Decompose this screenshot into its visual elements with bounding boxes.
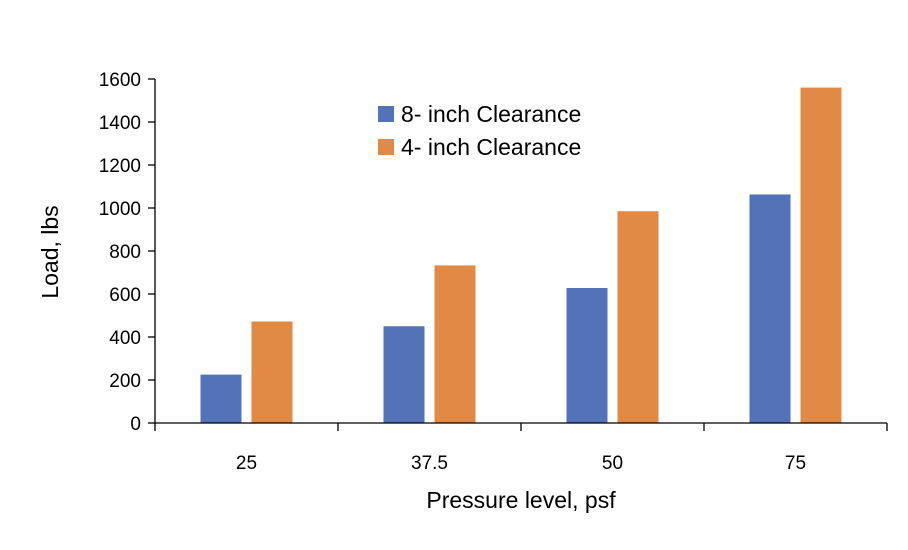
y-axis-title: Load, lbs [37,205,63,298]
x-tick-label: 37.5 [411,453,448,474]
y-tick-label: 1200 [99,156,141,177]
y-tick-label: 600 [109,285,141,306]
x-axis-ticks: 25 37.5 50 75 [154,423,888,474]
bar-series-2-37_5 [434,265,476,423]
legend-swatch-1 [378,106,394,122]
y-tick-label: 200 [109,371,141,392]
y-tick-label: 1000 [99,199,141,220]
x-axis-title: Pressure level, psf [426,487,616,513]
bar-series-2-50 [617,211,659,423]
bar-series-2-75 [800,87,842,423]
legend-swatch-2 [378,139,394,155]
y-tick-label: 400 [109,328,141,349]
bar-series-2-25 [251,321,293,423]
y-tick-label: 1600 [99,70,141,91]
x-tick-label: 50 [602,453,623,474]
y-axis-ticks: 0 200 400 600 800 1000 1200 1400 1600 [99,70,155,435]
bar-series-1-37_5 [383,326,425,423]
bars [200,87,842,423]
legend-label-2: 4- inch Clearance [401,134,581,160]
legend: 8- inch Clearance 4- inch Clearance [378,101,581,160]
bar-series-1-50 [566,287,608,423]
bar-series-1-25 [200,374,242,423]
x-tick-label: 75 [785,453,806,474]
x-tick-label: 25 [236,453,257,474]
y-tick-label: 1400 [99,113,141,134]
legend-label-1: 8- inch Clearance [401,101,581,127]
bar-series-1-75 [749,194,791,423]
y-tick-label: 800 [109,242,141,263]
y-tick-label: 0 [130,414,141,435]
